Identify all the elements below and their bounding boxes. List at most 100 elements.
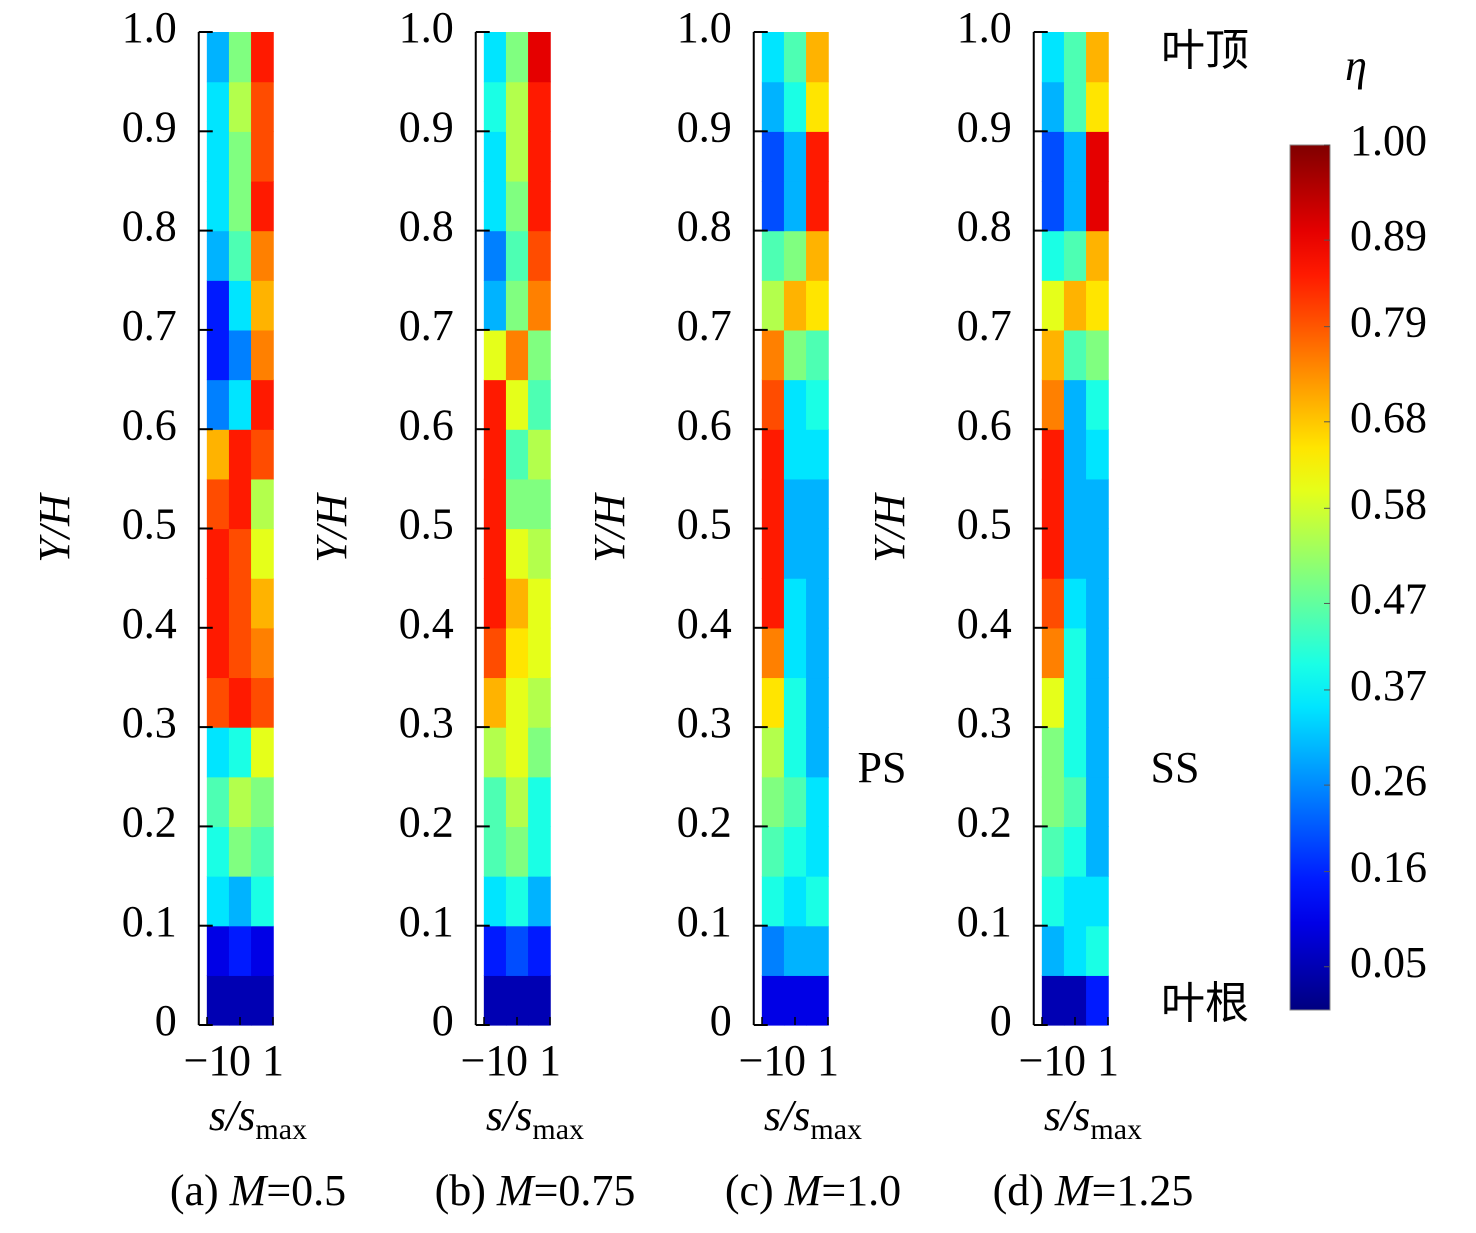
heatmap-cell [1086,32,1109,83]
y-tick-label: 0.9 [677,102,732,151]
heatmap-cell [1086,280,1109,331]
heatmap-cell [228,925,252,976]
caption-value: =1.25 [1092,1166,1194,1215]
heatmap-cell [206,180,230,232]
heatmap-cell [528,627,551,679]
heatmap-cell [483,429,507,480]
heatmap-cell [1041,230,1065,281]
y-tick-label: 0.5 [677,500,732,549]
heatmap-cell [505,776,529,827]
caption-var: M [229,1166,269,1215]
x-tick-label: 1 [817,1036,839,1085]
heatmap-cell [1086,528,1109,579]
heatmap-cell [1063,975,1087,1026]
heatmap-cell [483,329,507,381]
heatmap-cell [1086,379,1109,430]
y-tick-label: 1.0 [399,3,454,52]
heatmap-cell [1086,578,1109,629]
heatmap-cell [528,280,551,331]
heatmap-cell [783,975,807,1026]
colorbar-tick-label: 0.47 [1350,575,1427,624]
x-axis-label-main: s/s [764,1091,810,1140]
y-tick-label: 1.0 [957,3,1012,52]
heatmap-cell [483,230,507,281]
heatmap-cell [505,280,529,331]
x-axis-label-sub: max [1090,1113,1142,1146]
heatmap-cell [228,32,252,83]
heatmap-cell [251,280,274,331]
y-tick-label: 0.8 [122,202,177,251]
heatmap-cell [783,180,807,232]
x-axis-label-sub: max [255,1113,307,1146]
heatmap-cell [206,131,230,182]
heatmap-cell [1063,379,1087,430]
y-tick-label: 0.6 [677,400,732,449]
heatmap-cell [1086,925,1109,976]
heatmap-cell [1063,131,1087,182]
heatmap-cell [483,975,507,1026]
heatmap-cell [1041,329,1065,381]
heatmap-cell [783,280,807,331]
y-tick-label: 0.5 [399,500,454,549]
y-tick-label: 0.7 [957,301,1012,350]
x-axis-label: s/smax [486,1091,584,1146]
heatmap-cell [761,578,785,629]
heatmap-cell [206,429,230,480]
heatmap-cell [206,478,230,530]
heatmap-cell [483,32,507,83]
heatmap-cell [206,379,230,430]
heatmap-cell [1063,826,1087,877]
colorbar [1289,144,1331,1011]
colorbar-tick-label: 0.79 [1350,298,1427,347]
y-tick-label: 0.4 [677,599,732,648]
heatmap-cell [1041,379,1065,430]
heatmap-cell [528,329,551,381]
heatmap-cell [806,230,829,281]
heatmap-cell [1086,727,1109,778]
caption: (d) M=1.25 [993,1166,1194,1215]
y-tick-label: 0.1 [957,897,1012,946]
heatmap-cell [1041,776,1065,827]
heatmap-cell [1041,677,1065,728]
x-tick-label: −1 [1019,1036,1066,1085]
heatmap-cell [228,280,252,331]
y-tick-label: 0.1 [399,897,454,946]
x-tick-label: 0 [229,1036,251,1085]
heatmap-cell [505,677,529,728]
heatmap-cell [1041,528,1065,579]
heatmap-cell [483,776,507,827]
heatmap-cell [505,578,529,629]
heatmap-cell [783,925,807,976]
y-tick-label: 0 [432,996,454,1045]
heatmap-cell [783,81,807,132]
heatmap-cell [761,379,785,430]
x-axis-label-sub: max [532,1113,584,1146]
heatmap-cell [1063,329,1087,381]
heatmap-cell [806,826,829,877]
heatmap-cell [206,230,230,281]
heatmap-cell [505,180,529,232]
caption: (c) M=1.0 [725,1166,901,1215]
heatmap-cell [1063,578,1087,629]
caption-tag: (b) [435,1166,486,1215]
y-tick-label: 0.4 [957,599,1012,648]
heatmap-cell [505,627,529,679]
heatmap-cell [761,280,785,331]
colorbar-tick-label: 0.89 [1350,211,1427,260]
heatmap-cell [1041,429,1065,480]
heatmap-cell [761,727,785,778]
heatmap-cell [761,776,785,827]
y-tick-label: 0 [990,996,1012,1045]
heatmap-cell [1086,776,1109,827]
heatmap-cell [483,578,507,629]
heatmap-cell [528,230,551,281]
heatmap-cell [251,478,274,530]
colorbar-tick-label: 0.58 [1350,479,1427,528]
y-tick-label: 1.0 [122,3,177,52]
heatmap-cell [251,677,274,728]
heatmap-cell [251,727,274,778]
caption-value: =0.5 [266,1166,346,1215]
caption-tag: (c) [725,1166,774,1215]
heatmap-cell [483,379,507,430]
heatmap-cell [206,32,230,83]
